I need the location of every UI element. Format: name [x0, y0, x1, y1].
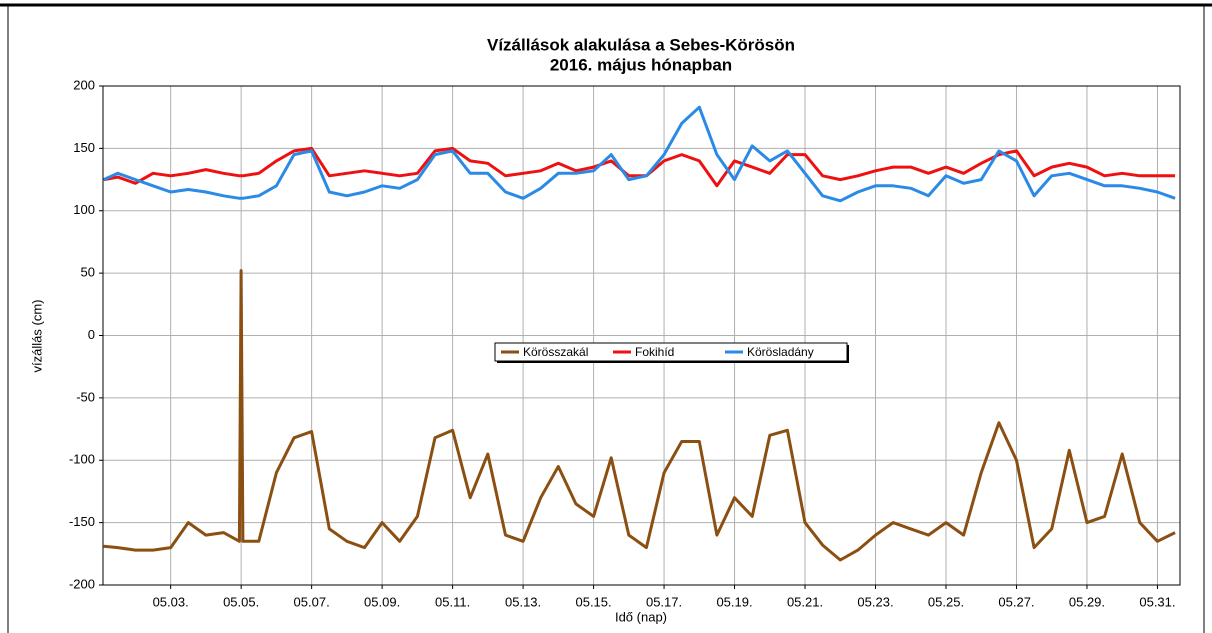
x-tick-label: 05.31.: [1139, 594, 1175, 609]
y-tick-label: -150: [69, 514, 95, 529]
y-tick-label: 50: [81, 265, 95, 280]
x-tick-label: 05.11.: [435, 594, 470, 609]
x-tick-label: 05.29.: [1069, 594, 1105, 609]
y-axis-label: vízállás (cm): [29, 300, 44, 373]
y-tick-label: 150: [73, 140, 95, 155]
y-tick-label: -200: [69, 576, 95, 591]
x-tick-label: 05.27.: [998, 594, 1034, 609]
x-tick-label: 05.03.: [153, 594, 189, 609]
grid: -200 -150 -100 -50 0 50 100 150 200 05.03. 05.05. 0…: [69, 77, 1180, 609]
x-tick-label: 05.19.: [716, 594, 752, 609]
legend-label: Körösladány: [747, 345, 814, 359]
plot-frame: [102, 85, 1181, 586]
y-tick-label: -50: [76, 389, 95, 404]
x-tick-label: 05.15.: [575, 594, 611, 609]
x-tick-label: 05.23.: [857, 594, 893, 609]
chart-subtitle: 2016. május hónapban: [550, 55, 732, 74]
x-tick-label: 05.09.: [364, 594, 400, 609]
chart-title: Vízállások alakulása a Sebes-Körösön: [487, 35, 795, 54]
x-tick-label: 05.13.: [505, 594, 541, 609]
legend: Körösszakál Fokihíd Körösladány: [494, 342, 849, 363]
x-tick-label: 05.07.: [294, 594, 330, 609]
legend-label: Körösszakál: [523, 345, 588, 359]
x-axis-label: Idő (nap): [615, 609, 667, 624]
x-tick-label: 05.17.: [646, 594, 682, 609]
series-line: [103, 269, 1176, 562]
plot-lines: [103, 105, 1176, 562]
x-tick-label: 05.25.: [928, 594, 964, 609]
series-line: [103, 105, 1176, 203]
x-tick-label: 05.05.: [223, 594, 259, 609]
frame: [7, 4, 1205, 633]
y-tick-label: 100: [73, 202, 95, 217]
legend-label: Fokihíd: [635, 345, 674, 359]
y-tick-label: 200: [73, 77, 95, 92]
y-tick-label: 0: [88, 327, 95, 342]
y-tick-label: -100: [69, 452, 95, 467]
legend-box: [494, 342, 848, 362]
x-tick-label: 05.21.: [787, 594, 823, 609]
series-line: [103, 146, 1176, 188]
